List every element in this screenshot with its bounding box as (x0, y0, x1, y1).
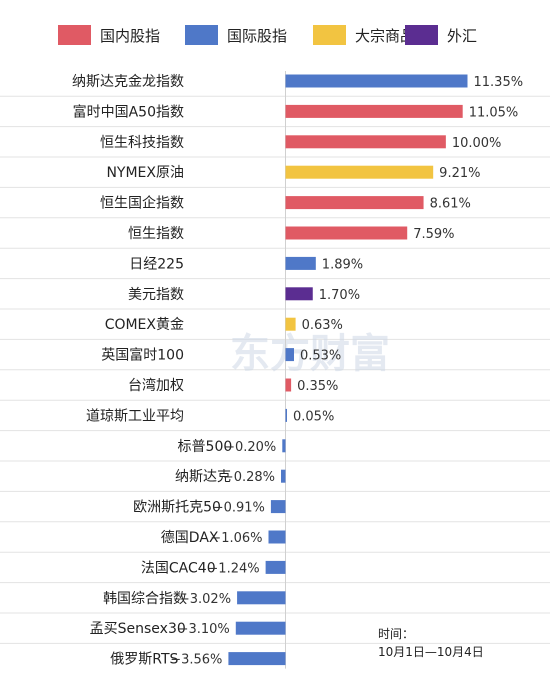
time-note-label: 时间： (378, 627, 414, 641)
bar-7 (285, 287, 313, 301)
value-label-4: 8.61% (430, 197, 471, 212)
value-label-6: 1.89% (322, 257, 363, 272)
category-label-7: 美元指数 (128, 287, 184, 303)
bar-19 (228, 652, 286, 666)
value-label-2: 10.00% (452, 136, 502, 151)
bar-12 (282, 439, 286, 453)
value-label-1: 11.05% (469, 105, 519, 120)
category-label-5: 恒生指数 (128, 226, 184, 242)
category-label-6: 日经225 (129, 256, 184, 272)
watermark-text: 东方财富 (230, 331, 390, 377)
time-note-range: 10月1日—10月4日 (378, 645, 484, 659)
bar-14 (270, 500, 286, 514)
category-label-12: 标普500 (178, 439, 233, 455)
bar-2 (285, 135, 446, 149)
bar-3 (285, 165, 434, 179)
bar-10 (285, 378, 292, 392)
category-label-10: 台湾加权 (128, 377, 184, 394)
value-label-7: 1.70% (319, 288, 360, 303)
category-label-4: 恒生国企指数 (100, 195, 184, 212)
category-label-2: 恒生科技指数 (100, 135, 184, 151)
bar-5 (285, 226, 408, 240)
legend-label-0: 国内股指 (100, 27, 160, 45)
value-label-0: 11.35% (474, 75, 524, 90)
bar-6 (285, 256, 316, 270)
category-label-8: COMEX黄金 (105, 316, 184, 333)
value-label-5: 7.59% (413, 227, 454, 242)
legend-swatch-0 (58, 25, 91, 45)
value-label-17: −3.02% (179, 592, 231, 607)
value-label-9: 0.53% (300, 349, 341, 364)
category-label-17: 韩国综合指数 (103, 591, 187, 607)
category-label-18: 孟买Sensex30 (90, 621, 186, 637)
bar-11 (285, 408, 287, 422)
bar-8 (285, 317, 296, 331)
category-label-0: 纳斯达克金龙指数 (72, 74, 184, 90)
legend-swatch-1 (185, 25, 218, 45)
legend-swatch-2 (313, 25, 346, 45)
category-label-1: 富时中国A50指数 (73, 103, 184, 120)
value-label-15: −1.06% (210, 531, 262, 546)
category-label-9: 英国富时100 (101, 347, 184, 364)
value-label-16: −1.24% (207, 561, 259, 576)
bar-17 (237, 591, 286, 605)
legend: 国内股指 国际股指 大宗商品 外汇 (58, 25, 477, 45)
legend-label-1: 国际股指 (227, 27, 287, 45)
value-label-18: −3.10% (178, 622, 230, 637)
value-labels: 11.35% 11.05% 10.00% 9.21% 8.61% 7.59% 1.89% 1.… (170, 75, 523, 668)
legend-label-2: 大宗商品 (355, 27, 415, 45)
bar-4 (285, 196, 424, 210)
bar-16 (265, 560, 286, 574)
value-label-13: −0.28% (223, 470, 275, 485)
category-label-14: 欧洲斯托克50 (133, 500, 221, 516)
legend-label-3: 外汇 (447, 27, 477, 45)
value-label-12: −0.20% (224, 440, 276, 455)
bar-1 (285, 104, 463, 118)
category-label-15: 德国DAX (161, 530, 219, 546)
value-label-19: −3.56% (170, 653, 222, 668)
category-label-19: 俄罗斯RTS (110, 652, 178, 668)
bar-13 (281, 469, 286, 483)
bar-18 (235, 621, 286, 635)
time-note: 时间： 10月1日—10月4日 (378, 627, 484, 659)
bars (228, 74, 468, 666)
grid-lines (0, 95, 550, 644)
bar-0 (285, 74, 468, 88)
value-label-10: 0.35% (297, 379, 338, 394)
category-label-3: NYMEX原油 (106, 165, 184, 181)
legend-swatch-3 (405, 25, 438, 45)
bar-9 (285, 348, 294, 362)
bar-15 (268, 530, 286, 544)
value-label-11: 0.05% (293, 409, 334, 424)
category-label-11: 道琼斯工业平均 (86, 408, 184, 424)
category-label-13: 纳斯达克 (175, 469, 231, 485)
category-label-16: 法国CAC40 (141, 560, 216, 576)
value-label-14: −0.91% (213, 501, 265, 516)
value-label-8: 0.63% (302, 318, 343, 333)
value-label-3: 9.21% (439, 166, 480, 181)
